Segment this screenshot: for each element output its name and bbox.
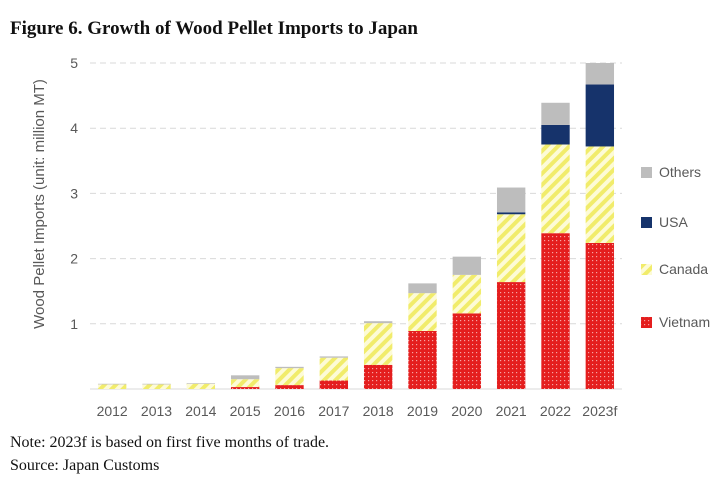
chart-note: Note: 2023f is based on first five month…: [10, 434, 330, 451]
y-tick-label: 5: [70, 55, 78, 71]
y-tick-label: 2: [70, 251, 78, 267]
x-tick-label: 2015: [230, 403, 261, 419]
bar-segment-others: [452, 256, 482, 275]
bar-segment-others: [408, 283, 437, 294]
bar-segment-vietnam: [319, 380, 349, 389]
figure-title: Figure 6. Growth of Wood Pellet Imports …: [10, 18, 418, 39]
x-tick-label: 2023f: [582, 403, 617, 419]
legend-swatch-canada: [641, 264, 652, 275]
legend-swatch-vietnam: [641, 317, 652, 328]
bar-segment-canada: [496, 214, 526, 283]
bar-segment-canada: [142, 384, 171, 389]
legend-label-others: Others: [659, 164, 701, 180]
bar-segment-others: [363, 321, 393, 324]
bar-segment-others: [230, 375, 260, 380]
x-tick-label: 2014: [185, 403, 216, 419]
bar-segment-canada: [363, 323, 393, 365]
chart-source: Source: Japan Customs: [10, 457, 160, 474]
bar-segment-canada: [186, 383, 216, 389]
bar-segment-canada: [275, 368, 304, 386]
y-tick-label: 4: [70, 120, 78, 136]
legend-label-canada: Canada: [659, 261, 708, 277]
bar-segment-canada: [408, 293, 437, 331]
bar-segment-others: [541, 102, 570, 125]
x-tick-label: 2017: [318, 403, 349, 419]
bar-segment-vietnam: [452, 313, 482, 389]
bar-segment-canada: [452, 274, 482, 314]
bar-segment-others: [275, 366, 304, 369]
x-tick-label: 2016: [274, 403, 305, 419]
bar-segment-vietnam: [230, 387, 260, 389]
bar-segment-others: [97, 383, 127, 385]
x-tick-label: 2021: [496, 403, 527, 419]
bar-segment-others: [585, 63, 615, 85]
bar-segment-canada: [319, 357, 349, 381]
legend: Others USA Canada Vietnam: [641, 164, 710, 330]
bar-segment-canada: [541, 144, 570, 234]
legend-swatch-others: [641, 167, 652, 178]
y-tick-label: 3: [70, 185, 78, 201]
legend-label-vietnam: Vietnam: [659, 314, 710, 330]
bar-segment-vietnam: [275, 385, 304, 389]
x-tick-label: 2018: [363, 403, 394, 419]
x-tick-labels: 2012 2013 2014 2015 2016 2017 2018 2019 2020 2021…: [97, 403, 618, 419]
y-tick-label: 1: [70, 316, 78, 332]
bar-segment-canada: [585, 146, 615, 243]
legend-label-usa: USA: [659, 214, 688, 230]
y-axis-label: Wood Pellet Imports (unit: million MT): [31, 79, 48, 329]
bar-segment-canada: [230, 379, 260, 388]
bar-segment-vietnam: [363, 364, 393, 389]
bar-segment-others: [142, 383, 171, 385]
bar-segment-vietnam: [541, 233, 570, 389]
bar-segment-others: [186, 383, 216, 384]
x-tick-label: 2013: [141, 403, 172, 419]
bar-segment-canada: [97, 384, 127, 389]
bar-segment-usa: [585, 84, 615, 147]
legend-swatch-usa: [641, 217, 652, 228]
gridlines: [90, 62, 622, 390]
y-tick-labels: 1 2 3 4 5: [70, 55, 78, 332]
x-tick-label: 2012: [97, 403, 128, 419]
bar-segment-usa: [496, 212, 526, 215]
bar-segment-others: [319, 356, 349, 358]
bar-segment-vietnam: [408, 330, 437, 389]
bar-segment-others: [496, 187, 526, 213]
x-tick-label: 2019: [407, 403, 438, 419]
x-tick-label: 2022: [540, 403, 571, 419]
bar-segment-vietnam: [496, 282, 526, 389]
bar-segment-usa: [541, 124, 570, 145]
bar-segment-vietnam: [585, 242, 615, 389]
bars: [97, 63, 615, 389]
x-tick-label: 2020: [451, 403, 482, 419]
